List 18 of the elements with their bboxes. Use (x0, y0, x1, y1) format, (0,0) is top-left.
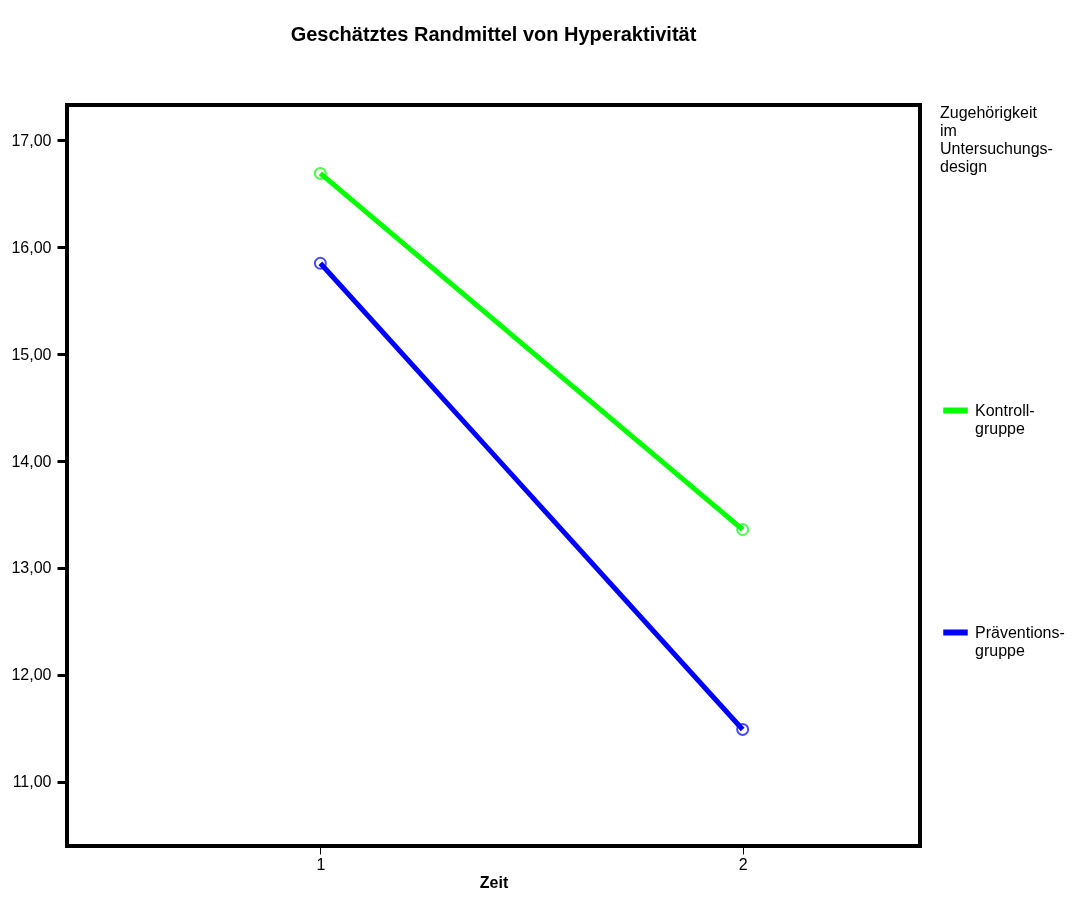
chart-title: Geschätztes Randmittel von Hyperaktivität (290, 23, 697, 45)
y-tick-label: 13,00 (11, 559, 52, 577)
y-tick-label: 12,00 (11, 666, 52, 684)
x-axis-title: Zeit (479, 873, 509, 891)
y-tick-label: 17,00 (11, 131, 52, 149)
x-tick-label: 1 (316, 855, 326, 873)
point (736, 722, 750, 736)
y-tick-label: 15,00 (11, 345, 52, 363)
y-tick-label: 16,00 (11, 238, 52, 256)
y-tick-label: 14,00 (11, 452, 52, 470)
legend-label: Präventions-gruppe (975, 623, 1065, 659)
point (313, 256, 327, 270)
y-tick-label: 11,00 (12, 773, 52, 791)
point (736, 523, 750, 536)
point (313, 166, 327, 180)
x-tick-label: 2 (738, 855, 748, 873)
legend-title: Zugehörigkeit im Untersuchungs-design (940, 104, 1053, 175)
legend-label: Kontroll-gruppe (975, 401, 1035, 437)
